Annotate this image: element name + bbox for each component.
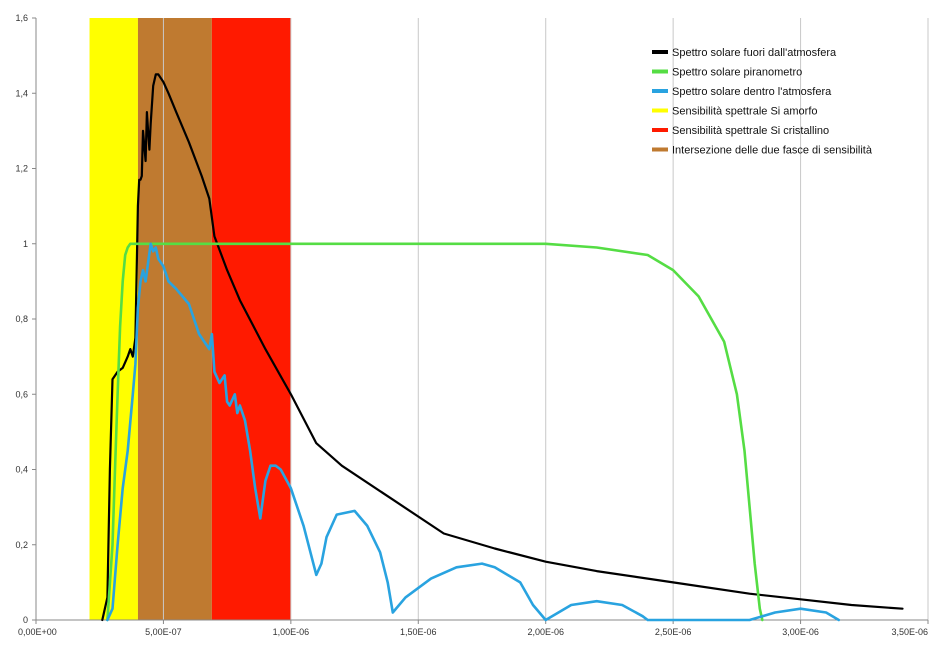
series-line-1 [106,242,764,622]
series-line-2 [106,242,841,622]
data-series [101,73,904,622]
axes: 0 0,2 0,4 0,6 0,8 1 1,2 1,4 1,6 0,00E+00 5,00E-07 1… [15,13,929,637]
x-tick-label: 3,50E-06 [891,627,928,637]
y-tick-label: 0,8 [15,314,28,324]
y-tick-label: 1,6 [15,13,28,23]
y-tick-label: 0 [23,615,28,625]
x-tick-label: 1,00E-06 [273,627,310,637]
x-tick-label: 2,00E-06 [527,627,564,637]
legend-label: Sensibilità spettrale Si amorfo [672,106,818,118]
gridlines [162,18,929,620]
legend-label: Sensibilità spettrale Si cristallino [672,125,829,137]
y-tick-label: 0,6 [15,389,28,399]
legend-label: Intersezione delle due fasce di sensibil… [672,145,873,157]
y-tick-label: 0,4 [15,465,28,475]
y-tick-label: 1,4 [15,88,28,98]
legend: Spettro solare fuori dall'atmosfera Spett… [652,47,873,157]
band-2 [211,18,291,620]
x-tick-label: 2,50E-06 [655,627,692,637]
y-tick-label: 1 [23,239,28,249]
legend-label: Spettro solare piranometro [672,67,802,79]
legend-label: Spettro solare fuori dall'atmosfera [672,47,837,59]
legend-label: Spettro solare dentro l'atmosfera [672,86,832,98]
x-tick-label: 0,00E+00 [18,627,57,637]
series-line-0 [101,73,904,622]
y-tick-label: 0,2 [15,540,28,550]
x-tick-label: 5,00E-07 [145,627,182,637]
x-tick-label: 3,00E-06 [782,627,819,637]
x-tick-label: 1,50E-06 [400,627,437,637]
y-tick-label: 1,2 [15,164,28,174]
